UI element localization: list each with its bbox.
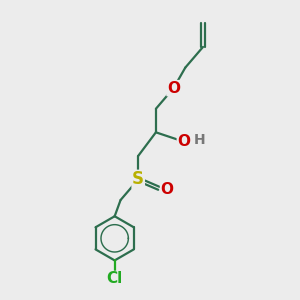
Text: H: H [194, 133, 205, 147]
Text: S: S [132, 170, 144, 188]
Text: O: O [160, 182, 174, 197]
Text: O: O [177, 134, 190, 149]
Text: Cl: Cl [106, 272, 123, 286]
Text: O: O [167, 81, 180, 96]
